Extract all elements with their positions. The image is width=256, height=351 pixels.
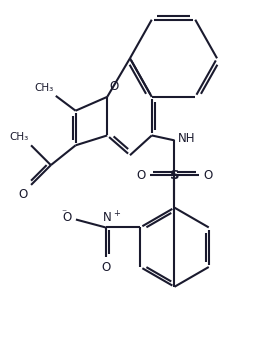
Text: +: + [113, 208, 120, 218]
Text: O: O [136, 168, 146, 181]
Text: CH₃: CH₃ [35, 83, 54, 93]
Text: NH: NH [177, 132, 195, 145]
Text: N: N [103, 211, 112, 224]
Text: CH₃: CH₃ [10, 132, 29, 143]
Text: S: S [170, 168, 179, 181]
Text: O: O [203, 168, 212, 181]
Text: O: O [109, 80, 119, 93]
Text: ⁻: ⁻ [61, 208, 67, 219]
Text: O: O [101, 261, 110, 274]
Text: O: O [63, 211, 72, 224]
Text: O: O [19, 188, 28, 201]
